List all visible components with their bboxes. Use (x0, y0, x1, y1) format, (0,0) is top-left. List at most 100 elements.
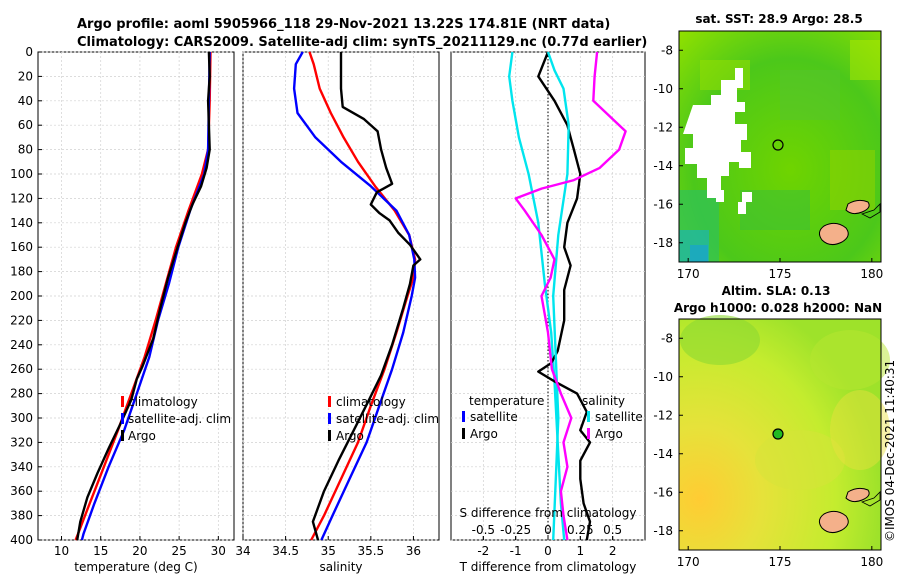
title-line-1: Argo profile: aoml 5905966_118 29-Nov-20… (77, 17, 610, 32)
legend-temp-satellite: satellite (470, 410, 518, 424)
y-tick-label: 300 (10, 411, 33, 425)
legend-satellite: satellite-adj. clim (128, 412, 231, 426)
x-tick-label: 35 (321, 544, 336, 558)
temperature-panel: 0 20 40 60 80 100 120 140 160 180 200 220 240 260 280 3… (10, 45, 235, 574)
x-tick-label: 0 (544, 544, 552, 558)
sla-map-texture (680, 315, 890, 490)
legend-climatology: climatology (128, 395, 198, 409)
x-tick-label: 10 (54, 544, 69, 558)
s-difference-label: S difference from climatology (460, 506, 637, 520)
legend-swatch-sal-satellite (587, 411, 590, 422)
legend-swatch-sal-argo (587, 428, 590, 439)
x-tick-label: 20 (132, 544, 147, 558)
cloud-mask (683, 68, 752, 214)
x-tick-label: 1 (577, 544, 585, 558)
lat-tick-label: -8 (661, 331, 673, 345)
x-tick-label: 34.5 (272, 544, 299, 558)
legend-swatch-climatology (121, 396, 124, 407)
legend-argo: Argo (336, 429, 364, 443)
legend-swatch-argo (328, 430, 331, 441)
salinity-grid (242, 51, 439, 541)
y-tick-label: 40 (18, 94, 33, 108)
lat-tick-label: -16 (653, 485, 673, 499)
y-tick-label: 60 (18, 118, 33, 132)
series-salinity-argo (514, 51, 627, 541)
series-satellite-adj-clim (292, 51, 417, 541)
y-tick-label: 380 (10, 509, 33, 523)
lon-tick-label: 180 (860, 555, 883, 569)
sst-lat-ticks: -8 -10 -12 -14 -16 -18 (653, 43, 683, 250)
lat-tick-label: -10 (653, 370, 673, 384)
sst-lon-ticks: 170 175 180 (677, 258, 883, 281)
y-tick-label: 120 (10, 191, 33, 205)
temperature-legend: climatology satellite-adj. clim Argo (121, 395, 231, 443)
x-tick-label: 34 (235, 544, 250, 558)
lon-tick-label: 175 (769, 555, 792, 569)
sla-lon-ticks: 170 175 180 (677, 546, 883, 569)
salinity-series (292, 51, 422, 541)
lat-tick-label: -10 (653, 82, 673, 96)
sst-map-panel: sat. SST: 28.9 Argo: 28.5 -8 -10 -12 -14 -16… (653, 12, 883, 281)
y-tick-label: 80 (18, 143, 33, 157)
differences-legend: temperature satellite Argo salinity sate… (462, 394, 643, 441)
x-tick-label: -2 (477, 544, 489, 558)
legend-temperature-title: temperature (469, 394, 544, 408)
lat-tick-label: -14 (653, 447, 673, 461)
legend-swatch-satellite (328, 413, 331, 424)
lon-tick-label: 170 (677, 555, 700, 569)
lat-tick-label: -18 (653, 524, 673, 538)
y-tick-label: 240 (10, 338, 33, 352)
lat-tick-label: -16 (653, 197, 673, 211)
series-argo (76, 51, 211, 541)
x-tick-label: 25 (171, 544, 186, 558)
lat-tick-label: -18 (653, 236, 673, 250)
legend-salinity-title: salinity (582, 394, 625, 408)
series-salinity-satellite (546, 51, 570, 541)
temperature-series (74, 51, 212, 541)
lat-tick-label: -12 (653, 408, 673, 422)
s-tick-label: 0.5 (603, 523, 622, 537)
x-tick-label: 15 (93, 544, 108, 558)
salinity-panel: 34 34.5 35 35.5 36 climatology satellite-adj… (235, 51, 440, 574)
t-difference-label: T difference from climatology (459, 560, 637, 574)
sla-map-panel: Altim. SLA: 0.13 Argo h1000: 0.028 h2000… (653, 284, 890, 569)
lat-tick-label: -12 (653, 120, 673, 134)
lon-tick-label: 180 (860, 267, 883, 281)
legend-swatch-temp-satellite (462, 411, 465, 422)
s-tick-label: -0.5 (472, 523, 495, 537)
lon-tick-label: 175 (769, 267, 792, 281)
float-position-marker-sla (772, 428, 784, 440)
temperature-x-label: temperature (deg C) (74, 560, 197, 574)
differences-s-ticks: -0.5 -0.25 0 0.25 0.5 (472, 523, 622, 540)
temperature-grid (38, 51, 234, 541)
legend-temp-argo: Argo (470, 427, 498, 441)
y-tick-label: 260 (10, 362, 33, 376)
legend-swatch-satellite (121, 413, 124, 424)
salinity-legend: climatology satellite-adj. clim Argo (328, 395, 439, 443)
fiji-islands (818, 199, 881, 246)
y-tick-label: 160 (10, 240, 33, 254)
sla-lat-ticks: -8 -10 -12 -14 -16 -18 (653, 331, 683, 538)
lat-tick-label: -14 (653, 159, 673, 173)
salinity-x-ticks: 34 34.5 35 35.5 36 (235, 536, 421, 558)
series-temperature-argo (537, 51, 592, 541)
legend-sal-satellite: satellite (595, 410, 643, 424)
x-tick-label: 30 (211, 544, 226, 558)
legend-swatch-climatology (328, 396, 331, 407)
series-argo (311, 52, 422, 541)
legend-climatology: climatology (336, 395, 406, 409)
y-tick-label: 320 (10, 435, 33, 449)
fiji-islands-sla (818, 487, 881, 534)
y-tick-label: 140 (10, 216, 33, 230)
x-tick-label: 36 (406, 544, 421, 558)
differences-panel: -2 -1 0 1 2 -0.5 -0.25 0 0.25 0.5 temperature sa… (450, 51, 646, 574)
legend-sal-argo: Argo (595, 427, 623, 441)
sla-map-title-1: Altim. SLA: 0.13 (722, 284, 831, 298)
y-tick-label: 100 (10, 167, 33, 181)
y-tick-label: 0 (25, 45, 33, 59)
x-tick-label: 2 (609, 544, 617, 558)
s-tick-label: 0 (544, 523, 552, 537)
legend-satellite: satellite-adj. clim (336, 412, 439, 426)
y-tick-label: 340 (10, 460, 33, 474)
